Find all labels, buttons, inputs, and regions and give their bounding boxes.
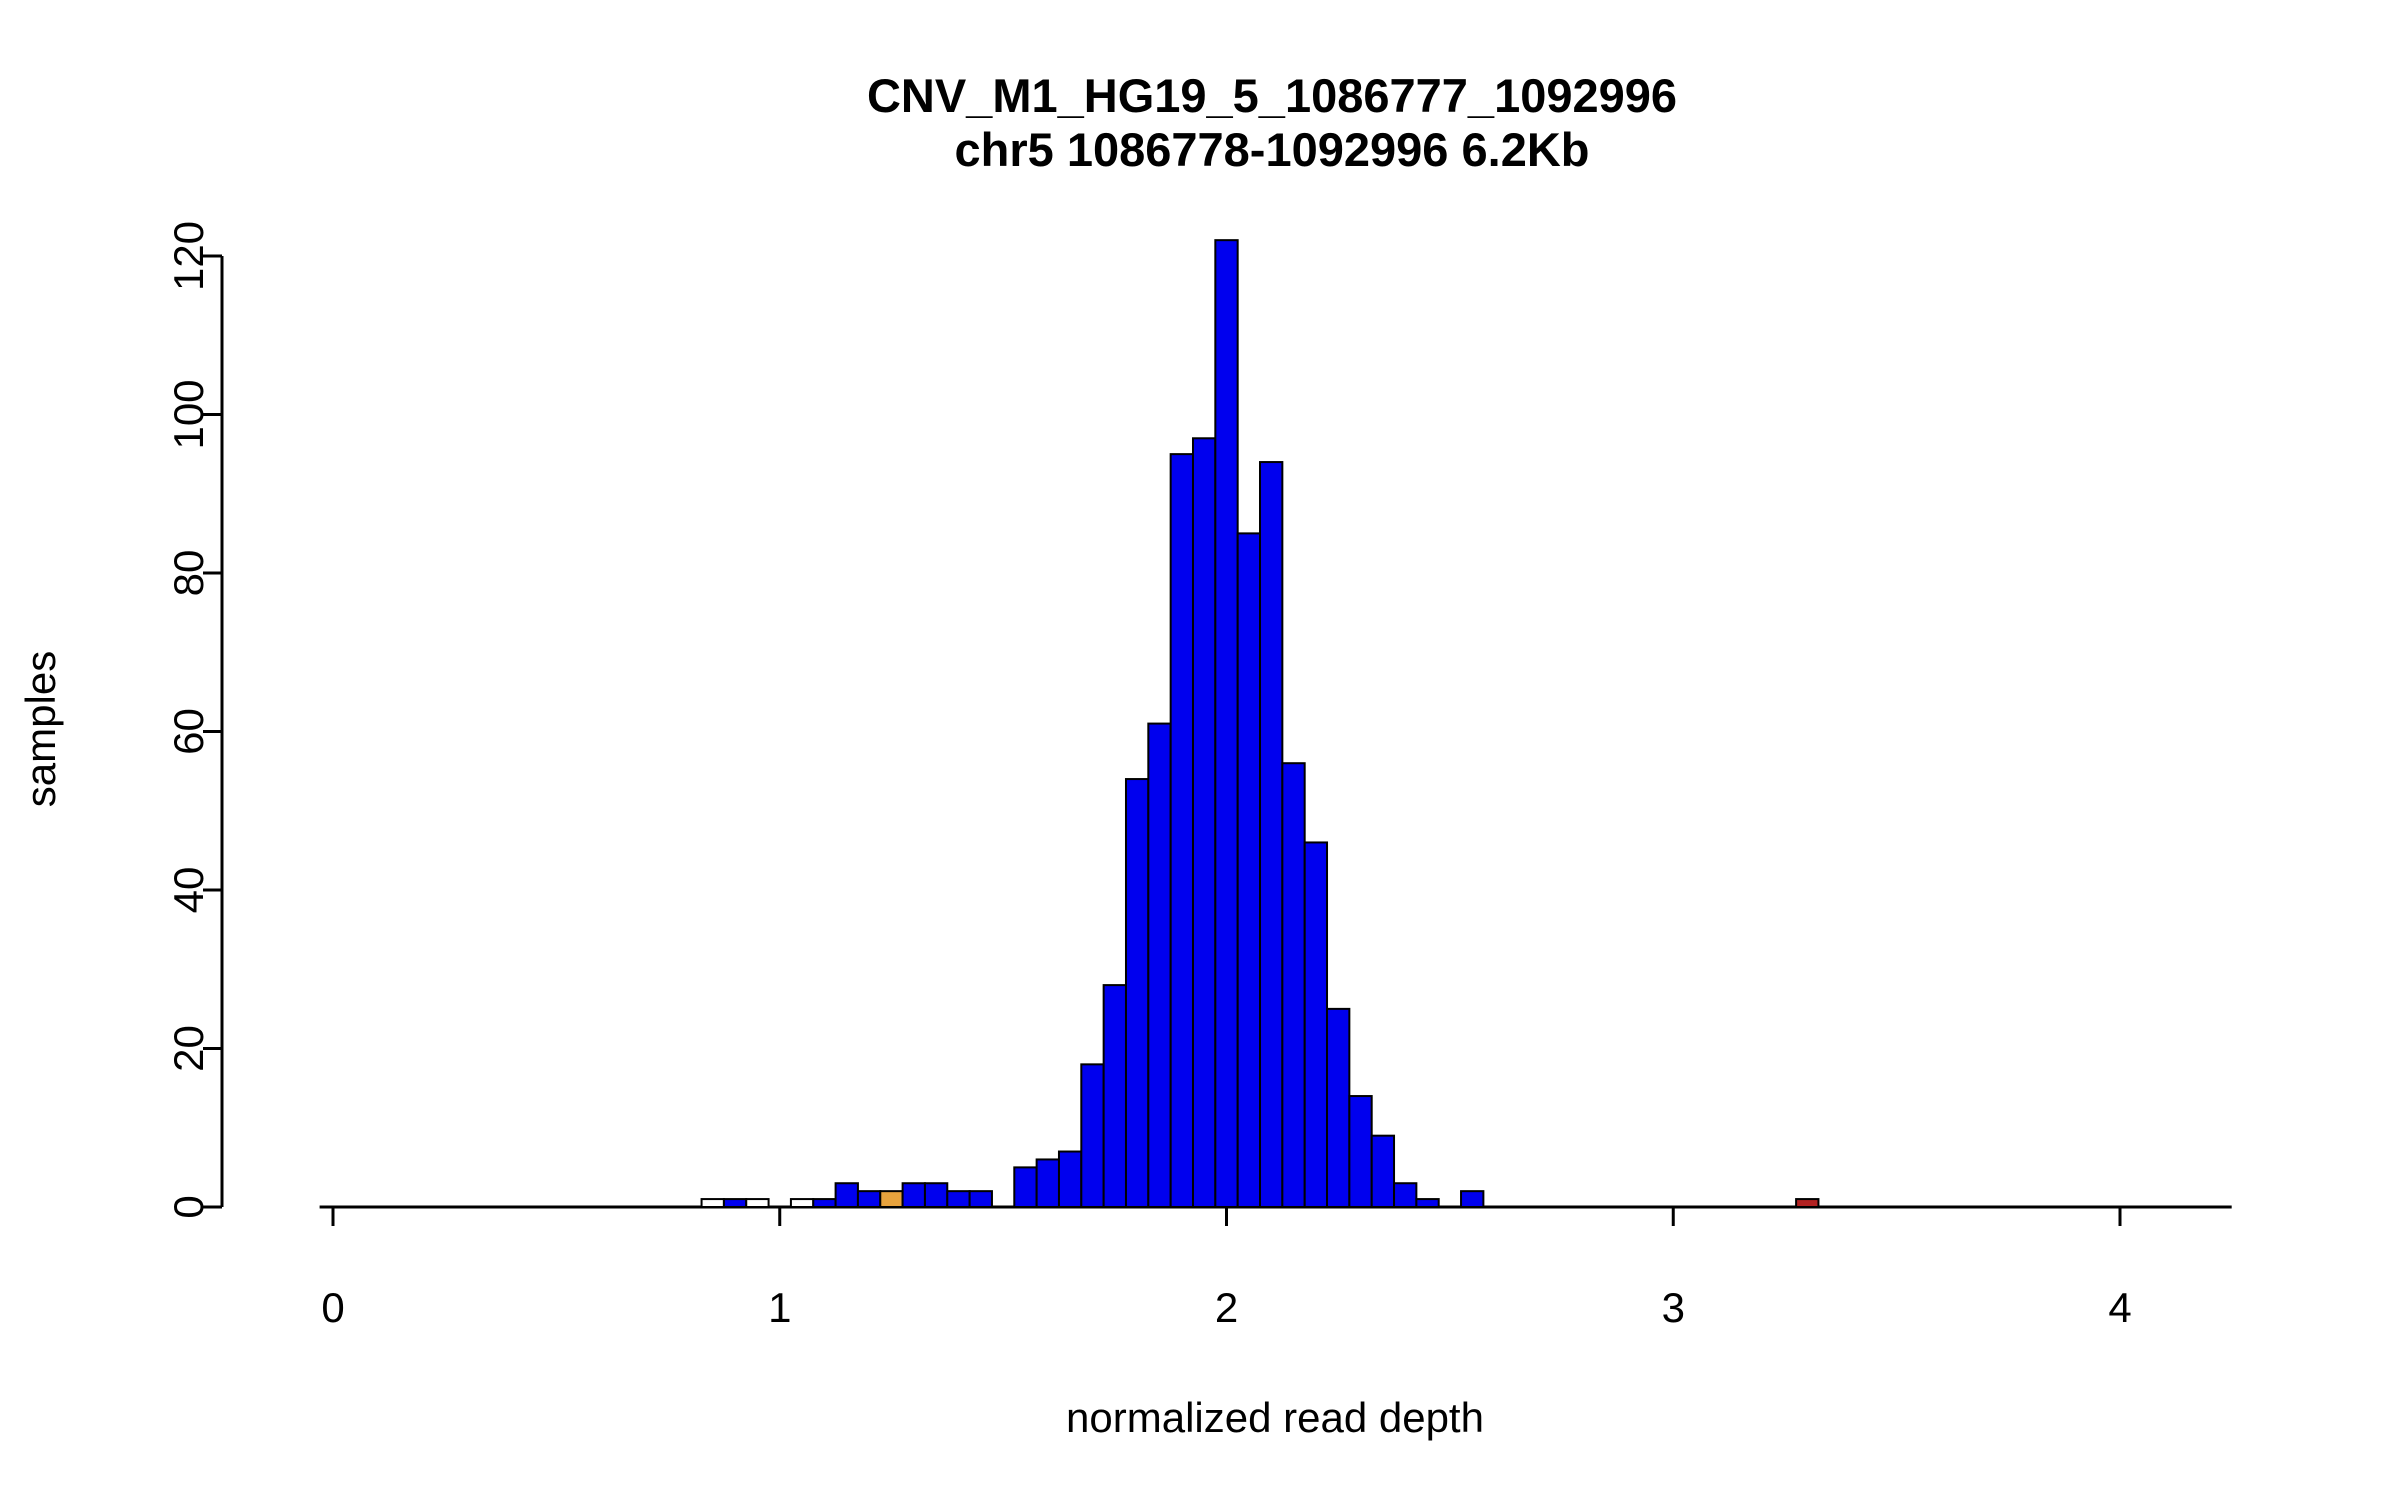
histogram-bar bbox=[1348, 1095, 1373, 1209]
x-tick-label: 2 bbox=[1215, 1284, 1238, 1331]
histogram-bar bbox=[1124, 778, 1150, 1208]
histogram-bar bbox=[1259, 461, 1284, 1208]
y-tick-label: 20 bbox=[165, 1025, 212, 1072]
y-tick-label: 40 bbox=[165, 867, 212, 914]
histogram-bar bbox=[1102, 984, 1127, 1208]
histogram-bar bbox=[1236, 532, 1262, 1208]
histogram-bar bbox=[1370, 1134, 1396, 1209]
histogram-bar bbox=[1080, 1063, 1105, 1208]
chart-subtitle: chr5 1086778-1092996 6.2Kb bbox=[955, 123, 1590, 176]
histogram-bar bbox=[946, 1190, 971, 1209]
y-tick-label: 120 bbox=[165, 221, 212, 291]
histogram-bar bbox=[700, 1198, 725, 1208]
y-tick-label: 60 bbox=[165, 708, 212, 755]
histogram-bar bbox=[745, 1198, 770, 1208]
histogram-bar bbox=[834, 1182, 859, 1208]
y-axis-label: samples bbox=[17, 651, 64, 807]
histogram-bar bbox=[1326, 1007, 1351, 1208]
x-tick-label: 3 bbox=[1662, 1284, 1685, 1331]
histogram-bar bbox=[968, 1190, 993, 1209]
histogram-bar bbox=[789, 1198, 815, 1208]
histogram-bar bbox=[1460, 1190, 1485, 1209]
histogram-bar bbox=[1214, 239, 1239, 1208]
histogram-bar bbox=[1057, 1150, 1083, 1209]
histogram-bar bbox=[923, 1182, 949, 1208]
y-tick-label: 100 bbox=[165, 379, 212, 449]
x-tick-label: 1 bbox=[768, 1284, 791, 1331]
histogram-bar bbox=[1035, 1158, 1060, 1208]
histogram-bar bbox=[1169, 453, 1194, 1208]
histogram-bar bbox=[901, 1182, 926, 1208]
histogram-bar bbox=[722, 1198, 748, 1208]
chart-title: CNV_M1_HG19_5_1086777_1092996 bbox=[867, 69, 1677, 122]
tick-marks bbox=[203, 254, 2122, 1226]
histogram-bar bbox=[1281, 762, 1306, 1208]
y-tick-label: 0 bbox=[165, 1195, 212, 1218]
histogram-bar bbox=[856, 1190, 882, 1209]
y-tick-label: 80 bbox=[165, 550, 212, 597]
histogram-bar bbox=[1415, 1198, 1440, 1208]
histogram-bar bbox=[1795, 1198, 1820, 1208]
histogram-bars bbox=[700, 239, 1820, 1209]
histogram-bar bbox=[879, 1190, 904, 1209]
histogram-bar bbox=[1013, 1166, 1038, 1208]
histogram-bar bbox=[1393, 1182, 1418, 1208]
x-axis-label: normalized read depth bbox=[1066, 1394, 1484, 1441]
x-tick-label: 0 bbox=[321, 1284, 344, 1331]
histogram-bar bbox=[1147, 722, 1172, 1208]
histogram-bar bbox=[812, 1198, 837, 1208]
histogram-bar bbox=[1191, 437, 1217, 1208]
x-tick-label: 4 bbox=[2108, 1284, 2131, 1331]
histogram-bar bbox=[1303, 841, 1329, 1208]
